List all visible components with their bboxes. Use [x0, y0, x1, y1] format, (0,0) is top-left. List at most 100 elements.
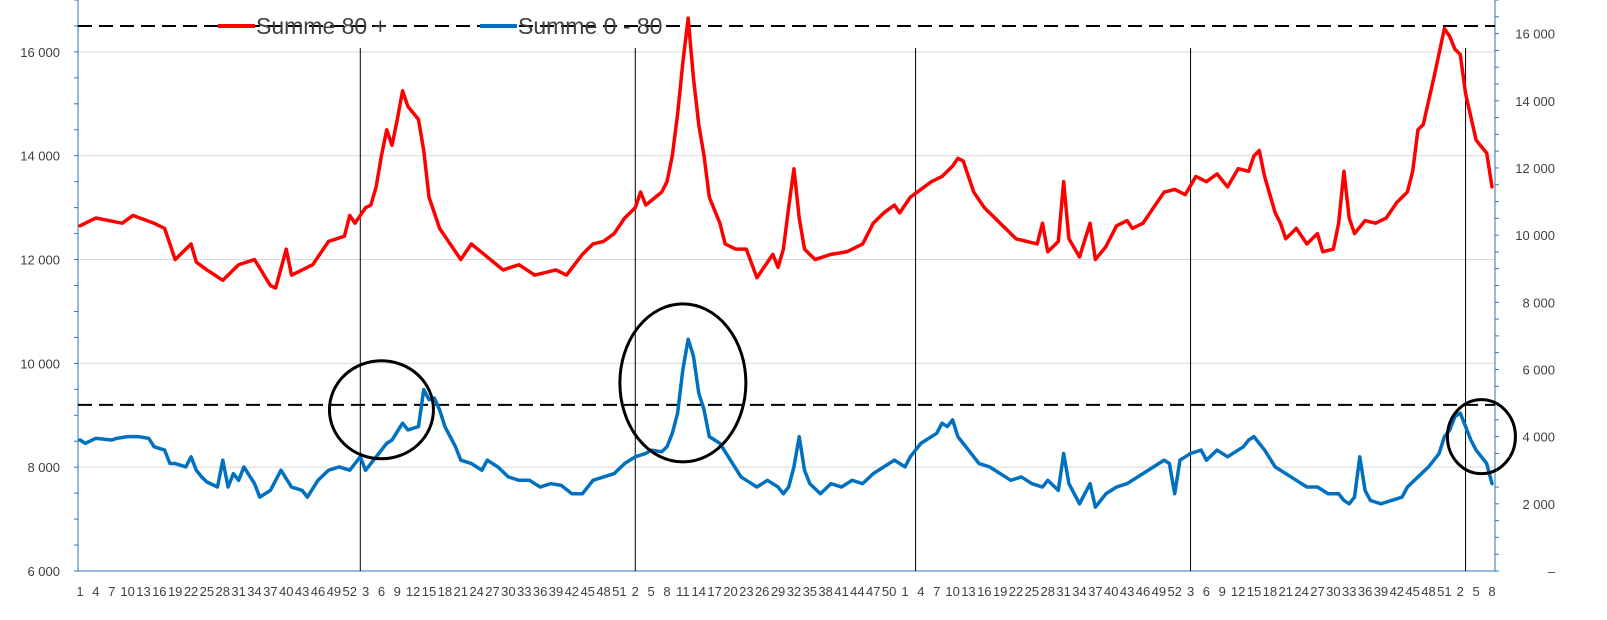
x-tick-label: 36: [1358, 584, 1372, 599]
x-tick-label: 32: [787, 584, 801, 599]
annotation-circle: [1445, 398, 1517, 476]
x-tick-label: 35: [803, 584, 817, 599]
x-tick-label: 52: [342, 584, 356, 599]
x-tick-label: 49: [1152, 584, 1166, 599]
x-tick-label: 45: [580, 584, 594, 599]
annotation-circle: [618, 302, 748, 464]
x-tick-label: 2: [632, 584, 639, 599]
x-tick-label: 25: [200, 584, 214, 599]
x-tick-label: 25: [1025, 584, 1039, 599]
x-tick-label: 41: [834, 584, 848, 599]
x-tick-label: 9: [1219, 584, 1226, 599]
x-tick-label: 27: [1310, 584, 1324, 599]
x-tick-label: 20: [723, 584, 737, 599]
x-tick-label: 5: [1473, 584, 1480, 599]
x-tick-label: 18: [1263, 584, 1277, 599]
y-left-tick-label: 6 000: [27, 564, 60, 579]
y-right-tick-label: 4 000: [1522, 430, 1555, 445]
x-tick-label: 9: [394, 584, 401, 599]
x-tick-label: 28: [216, 584, 230, 599]
y-right-tick-label: 8 000: [1522, 295, 1555, 310]
x-tick-label: 3: [1187, 584, 1194, 599]
x-tick-label: 15: [422, 584, 436, 599]
x-tick-label: 2: [1457, 584, 1464, 599]
x-tick-label: 18: [438, 584, 452, 599]
x-tick-label: 44: [850, 584, 864, 599]
x-tick-label: 21: [1279, 584, 1293, 599]
x-tick-label: 47: [866, 584, 880, 599]
y-right-tick-label: 14 000: [1515, 94, 1555, 109]
x-tick-label: 1: [76, 584, 83, 599]
x-tick-label: 11: [676, 584, 690, 599]
x-tick-label: 30: [501, 584, 515, 599]
x-tick-label: 12: [1231, 584, 1245, 599]
x-tick-label: 43: [1120, 584, 1134, 599]
x-tick-label: 3: [362, 584, 369, 599]
x-tick-label: 49: [327, 584, 341, 599]
x-tick-label: 34: [247, 584, 261, 599]
x-tick-label: 40: [279, 584, 293, 599]
x-tick-label: 13: [961, 584, 975, 599]
x-tick-label: 5: [648, 584, 655, 599]
legend-label-summe-80-plus: Summe 80 +: [256, 13, 387, 39]
x-tick-label: 15: [1247, 584, 1261, 599]
x-tick-label: 28: [1041, 584, 1055, 599]
x-tick-label: 22: [1009, 584, 1023, 599]
x-tick-label: 38: [818, 584, 832, 599]
y-right-tick-label: –: [1548, 564, 1556, 579]
x-tick-label: 4: [92, 584, 99, 599]
x-tick-label: 42: [565, 584, 579, 599]
y-left-tick-label: 10 000: [20, 356, 60, 371]
x-tick-label: 21: [454, 584, 468, 599]
x-tick-label: 51: [1437, 584, 1451, 599]
x-tick-label: 52: [1167, 584, 1181, 599]
x-tick-label: 31: [231, 584, 245, 599]
x-tick-label: 10: [945, 584, 959, 599]
x-tick-label: 50: [882, 584, 896, 599]
y-left-tick-label: 16 000: [20, 45, 60, 60]
x-tick-label: 6: [1203, 584, 1210, 599]
y-right-tick-label: 12 000: [1515, 161, 1555, 176]
x-tick-label: 37: [263, 584, 277, 599]
y-left-tick-label: 14 000: [20, 149, 60, 164]
x-tick-label: 22: [184, 584, 198, 599]
x-tick-label: 17: [707, 584, 721, 599]
x-tick-label: 10: [120, 584, 134, 599]
x-tick-label: 51: [612, 584, 626, 599]
season-boundaries: [359, 48, 1467, 571]
x-tick-label: 48: [596, 584, 610, 599]
series-line-summe-80-plus: [78, 16, 1494, 290]
x-tick-label: 23: [739, 584, 753, 599]
x-tick-label: 13: [136, 584, 150, 599]
reference-lines: [78, 24, 1495, 406]
x-tick-label: 34: [1072, 584, 1086, 599]
y-right-tick-label: 2 000: [1522, 497, 1555, 512]
x-tick-label: 45: [1405, 584, 1419, 599]
x-tick-label: 33: [1342, 584, 1356, 599]
x-tick-label: 12: [406, 584, 420, 599]
x-tick-label: 24: [469, 584, 483, 599]
x-tick-label: 26: [755, 584, 769, 599]
x-tick-label: 8: [1488, 584, 1495, 599]
x-tick-label: 19: [168, 584, 182, 599]
x-tick-label: 16: [152, 584, 166, 599]
x-tick-label: 31: [1056, 584, 1070, 599]
series-line-summe-0-80: [78, 337, 1494, 509]
annotation-circles: [327, 302, 1517, 476]
x-tick-label: 19: [993, 584, 1007, 599]
x-tick-label: 36: [533, 584, 547, 599]
x-tick-label: 29: [771, 584, 785, 599]
y-right-tick-label: 16 000: [1515, 27, 1555, 42]
x-tick-label: 27: [485, 584, 499, 599]
x-tick-label: 8: [663, 584, 670, 599]
x-tick-label: 43: [295, 584, 309, 599]
x-tick-label: 6: [378, 584, 385, 599]
x-tick-label: 7: [933, 584, 940, 599]
x-tick-label: 46: [311, 584, 325, 599]
x-tick-label: 4: [917, 584, 924, 599]
x-tick-label: 1: [901, 584, 908, 599]
y-left-tick-label: 12 000: [20, 253, 60, 268]
x-tick-label: 24: [1294, 584, 1308, 599]
